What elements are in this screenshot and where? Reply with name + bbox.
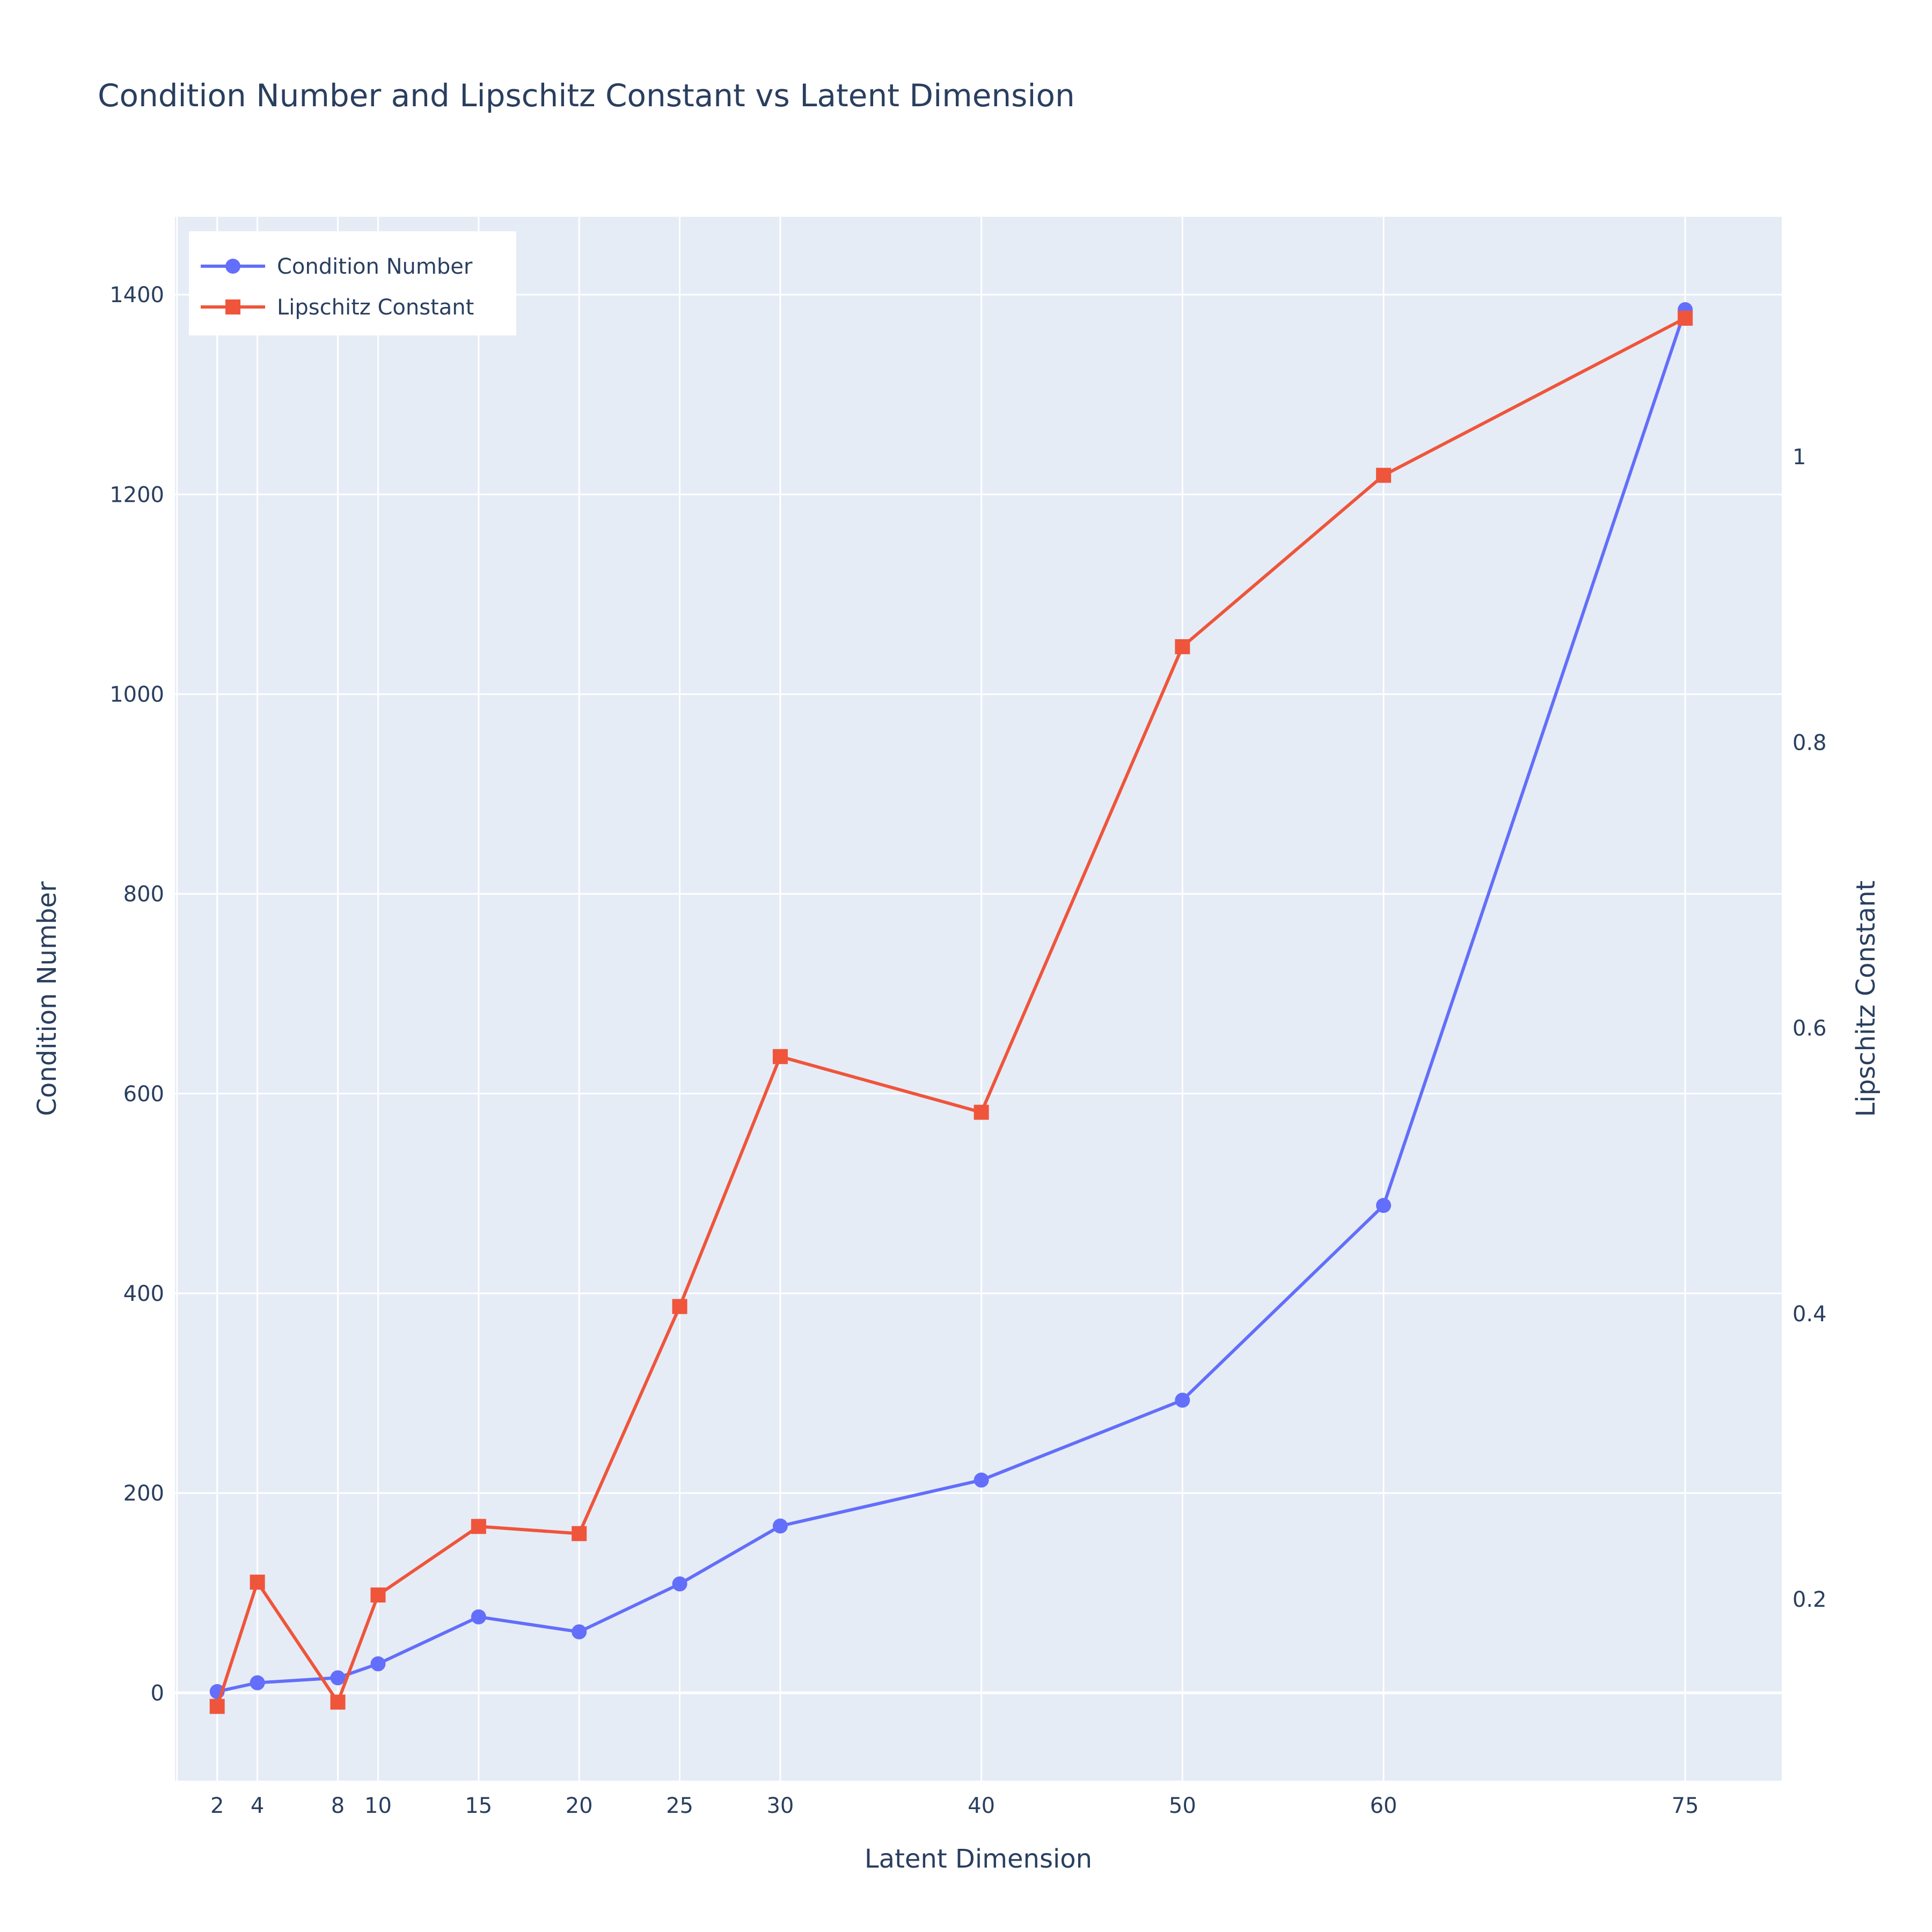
data-point-square[interactable]: [330, 1694, 346, 1710]
data-point-square[interactable]: [1175, 639, 1190, 655]
data-point-square[interactable]: [250, 1575, 265, 1590]
x-tick-label: 75: [1672, 1794, 1699, 1818]
data-point-square[interactable]: [572, 1526, 587, 1541]
series-layer: [209, 302, 1693, 1714]
data-point-circle[interactable]: [471, 1609, 486, 1624]
y-axis-title: Condition Number: [32, 881, 62, 1116]
x-tick-label: 10: [364, 1794, 392, 1818]
y-axis-ticks: 0 200 400 600 800 1000 1200 1400: [109, 283, 164, 1706]
x-tick-label: 30: [766, 1794, 794, 1818]
data-point-circle[interactable]: [1175, 1393, 1190, 1408]
y-tick-label: 1400: [109, 283, 164, 308]
series-condition-number: [209, 302, 1693, 1700]
legend-label: Lipschitz Constant: [277, 295, 474, 320]
x-tick-label: 4: [251, 1794, 264, 1818]
x-tick-label: 60: [1370, 1794, 1397, 1818]
x-tick-label: 20: [566, 1794, 593, 1818]
data-point-circle[interactable]: [772, 1518, 788, 1534]
legend-item-condition-number[interactable]: Condition Number: [201, 254, 473, 279]
data-point-circle[interactable]: [974, 1472, 989, 1488]
y2-tick-label: 0.4: [1792, 1302, 1827, 1327]
data-point-circle[interactable]: [370, 1656, 386, 1672]
legend-marker-square: [225, 299, 240, 314]
y-tick-label: 800: [123, 882, 164, 907]
data-point-square[interactable]: [209, 1699, 225, 1714]
x-axis-ticks: 2 4 8 10 15 20 25 30 40 50 60 75: [210, 1794, 1699, 1818]
data-point-square[interactable]: [672, 1299, 687, 1314]
y2-tick-label: 0.8: [1792, 730, 1827, 755]
data-point-square[interactable]: [471, 1519, 486, 1534]
x-tick-label: 2: [210, 1794, 224, 1818]
x-tick-label: 15: [465, 1794, 492, 1818]
series-lipschitz-constant: [209, 310, 1693, 1714]
y2-axis-ticks: 0.2 0.4 0.6 0.8 1: [1792, 445, 1827, 1612]
data-point-circle[interactable]: [1376, 1198, 1392, 1213]
y-tick-label: 400: [123, 1282, 164, 1306]
data-point-circle[interactable]: [250, 1675, 265, 1690]
x-tick-label: 40: [968, 1794, 995, 1818]
series-line: [215, 317, 1686, 1707]
x-axis-title: Latent Dimension: [865, 1844, 1092, 1874]
legend-label: Condition Number: [277, 254, 473, 279]
x-tick-label: 50: [1169, 1794, 1196, 1818]
plot-background: [175, 217, 1782, 1781]
x-tick-label: 8: [331, 1794, 345, 1818]
y-tick-label: 1000: [109, 682, 164, 707]
y2-tick-label: 1: [1792, 445, 1806, 470]
y-tick-label: 1200: [109, 482, 164, 507]
chart-title: Condition Number and Lipschitz Constant …: [98, 77, 1075, 114]
y-tick-label: 0: [151, 1681, 164, 1706]
data-point-circle[interactable]: [330, 1670, 346, 1686]
legend-marker-circle: [225, 259, 240, 274]
data-point-square[interactable]: [1678, 310, 1693, 326]
y-tick-label: 200: [123, 1481, 164, 1506]
y-tick-label: 600: [123, 1082, 164, 1107]
data-point-circle[interactable]: [672, 1576, 687, 1592]
legend-item-lipschitz-constant[interactable]: Lipschitz Constant: [201, 295, 474, 320]
legend-background: [189, 231, 516, 335]
legend[interactable]: Condition Number Lipschitz Constant: [189, 231, 516, 335]
y2-tick-label: 0.6: [1792, 1016, 1827, 1041]
data-point-square[interactable]: [1376, 467, 1392, 483]
series-line: [217, 309, 1687, 1693]
x-tick-label: 25: [666, 1794, 693, 1818]
data-point-square[interactable]: [370, 1587, 386, 1603]
y2-tick-label: 0.2: [1792, 1587, 1827, 1612]
data-point-circle[interactable]: [572, 1624, 587, 1640]
y2-axis-title: Lipschitz Constant: [1851, 881, 1881, 1117]
data-point-square[interactable]: [974, 1104, 989, 1120]
data-point-square[interactable]: [772, 1049, 788, 1064]
